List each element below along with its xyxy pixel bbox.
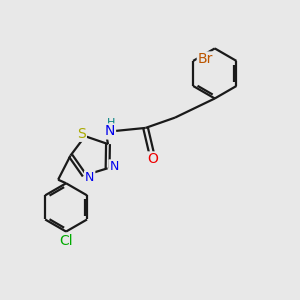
Text: N: N xyxy=(110,160,119,173)
Text: Br: Br xyxy=(198,52,213,67)
Text: N: N xyxy=(85,171,94,184)
Text: N: N xyxy=(104,124,115,138)
Text: O: O xyxy=(148,152,158,167)
Text: Cl: Cl xyxy=(59,234,73,248)
Text: H: H xyxy=(107,118,115,128)
Text: S: S xyxy=(77,127,86,141)
